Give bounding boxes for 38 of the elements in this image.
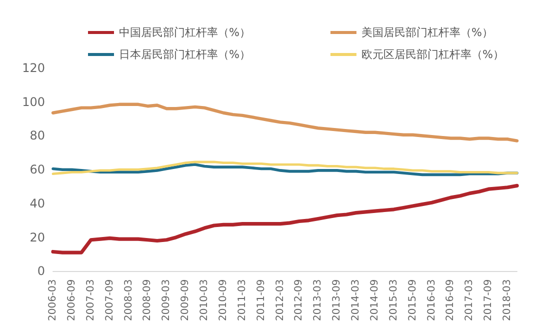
y-tick-label: 80 [30, 128, 45, 143]
x-tick-label: 2006-03 [48, 279, 58, 322]
x-tick-label: 2016-09 [445, 279, 456, 322]
line-series [51, 184, 519, 254]
x-tick-label: 2017-03 [464, 279, 476, 322]
x-tick-label: 2011-03 [236, 279, 248, 322]
y-tick-label: 120 [22, 61, 45, 75]
legend-label: 中国居民部门杠杆率（%） [119, 26, 250, 39]
x-tick-label: 2013-09 [332, 279, 343, 322]
x-tick-label: 2016-03 [426, 279, 438, 322]
x-tick-label: 2008-03 [123, 279, 134, 322]
x-tick-label: 2009-03 [161, 279, 172, 322]
x-tick-label: 2015-03 [388, 279, 400, 322]
x-tick-label: 2008-09 [142, 279, 154, 322]
y-tick-label: 60 [30, 162, 45, 177]
x-tick-label: 2011-09 [256, 279, 267, 322]
legend-label: 日本居民部门杠杆率（%） [119, 48, 250, 61]
line-series [51, 102, 519, 142]
x-tick-label: 2014-03 [350, 279, 362, 322]
x-tick-label: 2018-03 [502, 279, 514, 322]
x-tick-label: 2013-03 [312, 279, 324, 322]
y-tick-label: 0 [37, 264, 45, 278]
x-tick-label: 2017-09 [483, 279, 494, 322]
x-tick-label: 2012-09 [294, 279, 305, 322]
x-tick-label: 2009-09 [180, 279, 192, 322]
x-tick-label: 2014-09 [369, 279, 380, 322]
x-tick-label: 2010-09 [218, 279, 229, 322]
x-tick-label: 2015-09 [407, 279, 418, 322]
x-tick-label: 2007-09 [104, 279, 116, 322]
y-tick-label: 40 [30, 196, 45, 210]
x-tick-label: 2007-03 [85, 279, 96, 322]
legend-label: 欧元区居民部门杠杆率（%） [361, 48, 504, 61]
x-tick-label: 2010-03 [199, 279, 210, 322]
legend-label: 美国居民部门杠杆率（%） [361, 26, 493, 39]
x-tick-label: 2006-09 [66, 279, 78, 322]
x-tick-label: 2012-03 [274, 279, 286, 322]
y-tick-label: 100 [22, 94, 45, 109]
y-tick-label: 20 [30, 230, 45, 244]
